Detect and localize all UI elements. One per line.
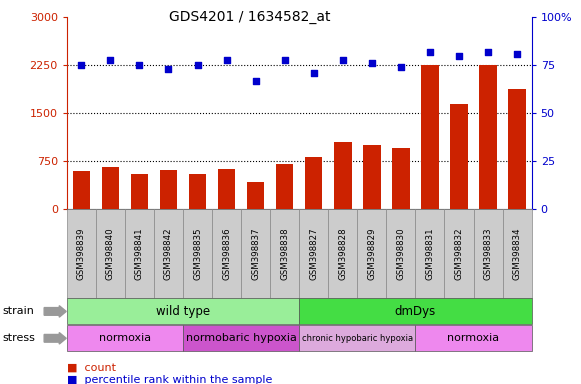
Text: GSM398834: GSM398834 [512, 227, 522, 280]
Bar [218, 169, 235, 209]
Point [222, 56, 231, 63]
Text: ■  count: ■ count [67, 363, 116, 373]
Text: GSM398830: GSM398830 [396, 227, 406, 280]
Bar [334, 142, 352, 209]
Text: GSM398827: GSM398827 [309, 227, 318, 280]
Point [425, 49, 435, 55]
Bar [479, 65, 497, 209]
Text: GSM398828: GSM398828 [338, 227, 347, 280]
Point [454, 53, 464, 59]
Text: GSM398837: GSM398837 [251, 227, 260, 280]
Text: chronic hypobaric hypoxia: chronic hypobaric hypoxia [302, 334, 413, 343]
Point [483, 49, 493, 55]
Text: GSM398836: GSM398836 [222, 227, 231, 280]
Text: GSM398839: GSM398839 [77, 227, 86, 280]
Bar [508, 89, 526, 209]
Point [396, 64, 406, 70]
Bar [189, 174, 206, 209]
Text: GSM398842: GSM398842 [164, 227, 173, 280]
Point [338, 56, 347, 63]
Point [164, 66, 173, 72]
Bar [102, 167, 119, 209]
Bar [363, 145, 381, 209]
Text: normoxia: normoxia [447, 333, 500, 343]
Text: GSM398841: GSM398841 [135, 227, 144, 280]
Text: normobaric hypoxia: normobaric hypoxia [186, 333, 296, 343]
Text: ■  percentile rank within the sample: ■ percentile rank within the sample [67, 375, 272, 384]
Text: GDS4201 / 1634582_at: GDS4201 / 1634582_at [169, 10, 331, 23]
Point [77, 62, 86, 68]
Bar [247, 182, 264, 209]
Text: GSM398829: GSM398829 [367, 227, 376, 280]
Bar [160, 170, 177, 209]
Text: wild type: wild type [156, 305, 210, 318]
Point [251, 78, 260, 84]
Point [512, 51, 522, 57]
Text: GSM398831: GSM398831 [425, 227, 435, 280]
Text: GSM398835: GSM398835 [193, 227, 202, 280]
Text: GSM398833: GSM398833 [483, 227, 493, 280]
Text: normoxia: normoxia [99, 333, 151, 343]
Bar [450, 104, 468, 209]
Text: GSM398832: GSM398832 [454, 227, 464, 280]
Point [280, 56, 289, 63]
Text: strain: strain [3, 306, 35, 316]
Point [193, 62, 202, 68]
Bar [421, 65, 439, 209]
Bar [276, 164, 293, 209]
Bar [73, 171, 90, 209]
Point [106, 56, 115, 63]
Bar [305, 157, 322, 209]
Point [367, 60, 376, 66]
Point [309, 70, 318, 76]
Text: GSM398838: GSM398838 [280, 227, 289, 280]
Text: dmDys: dmDys [395, 305, 436, 318]
Text: stress: stress [3, 333, 36, 343]
Bar [131, 174, 148, 209]
Text: GSM398840: GSM398840 [106, 227, 115, 280]
Bar [392, 149, 410, 209]
Point [135, 62, 144, 68]
